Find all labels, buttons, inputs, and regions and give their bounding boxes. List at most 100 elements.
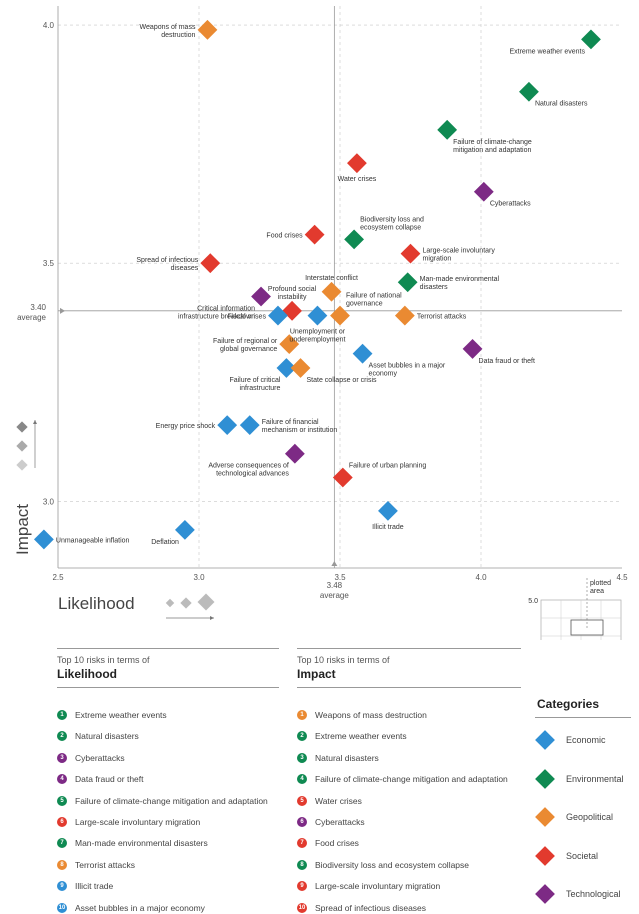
rank-badge: 8: [297, 859, 307, 870]
impact-list: Top 10 risks in terms of Impact 1 Weapons…: [297, 648, 521, 913]
impact-list-item: 8 Biodiversity loss and ecosystem collaps…: [297, 859, 470, 870]
risk-point: [304, 224, 325, 245]
risk-label: Critical information infrastructure break…: [178, 306, 255, 321]
likelihood-scale-diamond: [165, 598, 175, 608]
risk-point: [279, 334, 300, 355]
risk-point: [473, 181, 494, 202]
axes: 2.5 3.0 3.5 4.0 4.53.03.54.03.48average3.40a…: [13, 6, 628, 620]
y-average-marker: [60, 307, 65, 314]
likelihood-list-item: 5 Failure of climate-change mitigation an…: [57, 795, 268, 806]
inset-ymax: 5.0: [528, 598, 538, 605]
impact-list-item: 6 Cyberattacks: [297, 817, 365, 827]
likelihood-list-item: 4 Data fraud or theft: [57, 774, 144, 785]
risk-label: Extreme weather events: [509, 48, 585, 55]
risk-point: [581, 29, 601, 50]
category-legend-item: Technological: [535, 884, 621, 904]
category-swatch: [535, 807, 555, 827]
category-swatch: [535, 768, 555, 789]
rank-badge: 7: [297, 838, 307, 849]
risk-point: [34, 529, 54, 550]
x-tick-label: 3.5: [334, 573, 346, 582]
impact-list-subtitle: Top 10 risks in terms of: [297, 655, 390, 665]
list-item-label: Weapons of mass destruction: [315, 710, 427, 720]
likelihood-scale-diamond: [197, 593, 215, 611]
category-legend-item: Environmental: [535, 768, 624, 789]
x-tick-label: 3.0: [193, 573, 205, 582]
impact-scale-diamond: [16, 459, 28, 471]
likelihood-list-subtitle: Top 10 risks in terms of: [57, 655, 150, 665]
risk-label: Illicit trade: [372, 524, 404, 531]
list-item-label: Failure of climate-change mitigation and…: [315, 774, 508, 785]
risk-label: Deflation: [151, 539, 179, 546]
category-legend-item: Geopolitical: [535, 807, 613, 827]
category-legend-item: Societal: [535, 845, 599, 866]
list-item-label: Terrorist attacks: [75, 859, 135, 870]
rank-badge: 4: [297, 774, 307, 785]
likelihood-list-item: 8 Terrorist attacks: [57, 859, 135, 870]
category-swatch: [535, 730, 555, 750]
risk-label: Interstate conflict: [305, 275, 358, 282]
risk-point: [330, 305, 350, 326]
rank-badge: 7: [57, 838, 67, 849]
risk-label: Weapons of mass destruction: [140, 24, 196, 39]
risk-label: Man-made environmental disasters: [420, 276, 500, 291]
likelihood-list-title: Likelihood: [57, 667, 117, 681]
list-item-label: Failure of climate-change mitigation and…: [75, 795, 268, 806]
list-item-label: Large-scale involuntary migration: [75, 817, 201, 827]
likelihood-scale-diamond: [180, 597, 192, 609]
category-label: Societal: [566, 850, 599, 861]
risk-point: [347, 153, 367, 174]
risk-point: [175, 519, 195, 540]
x-axis-title: Likelihood: [58, 594, 135, 613]
list-item-label: Biodiversity loss and ecosystem collapse: [315, 859, 470, 870]
impact-list-title: Impact: [297, 667, 336, 681]
category-label: Environmental: [566, 773, 624, 784]
impact-list-item: 4 Failure of climate-change mitigation an…: [297, 774, 508, 785]
likelihood-list-item: 6 Large-scale involuntary migration: [57, 817, 200, 827]
rank-badge: 6: [57, 817, 67, 827]
risk-label: Energy price shock: [156, 423, 216, 430]
list-item-label: Natural disasters: [315, 752, 379, 763]
categories-title: Categories: [537, 697, 600, 711]
risk-point: [344, 229, 364, 250]
y-tick-label: 3.0: [43, 497, 55, 506]
risk-point: [284, 443, 305, 464]
risk-point: [307, 305, 328, 326]
list-item-label: Illicit trade: [75, 881, 114, 892]
x-average-label: average: [320, 591, 349, 600]
impact-arrow-head: [33, 420, 37, 424]
x-tick-label: 4.5: [616, 573, 628, 582]
likelihood-arrow-head: [210, 616, 214, 620]
risk-point: [321, 281, 342, 302]
x-tick-label: 4.0: [475, 573, 487, 582]
risk-label: Cyberattacks: [490, 201, 531, 208]
risk-label: Profound social instability: [268, 286, 317, 301]
list-item-label: Cyberattacks: [315, 817, 365, 827]
risk-point: [400, 243, 421, 264]
x-average-marker: [331, 561, 338, 566]
categories-divider: [535, 717, 631, 718]
list-item-label: Cyberattacks: [75, 752, 125, 763]
rank-badge: 5: [297, 795, 307, 806]
inset-title: plotted: [590, 580, 611, 587]
risk-point: [239, 415, 260, 436]
rank-badge: 10: [57, 902, 67, 913]
risk-label: Failure of regional or global governance: [213, 338, 278, 353]
rank-badge: 3: [57, 752, 67, 763]
risk-label: Failure of climate-change mitigation and …: [453, 139, 532, 154]
rank-badge: 8: [57, 859, 67, 870]
risk-label: Unemployment or underemployment: [289, 329, 345, 344]
risk-label: Asset bubbles in a major economy: [369, 363, 446, 378]
category-label: Economic: [566, 735, 606, 745]
risk-label: Large-scale involuntary migration: [423, 248, 496, 263]
impact-list-item: 5 Water crises: [297, 795, 362, 806]
rank-badge: 2: [297, 731, 307, 742]
risk-point: [378, 500, 398, 521]
category-swatch: [535, 884, 555, 904]
risk-label: Terrorist attacks: [417, 314, 467, 321]
risk-label: Failure of national governance: [346, 293, 402, 308]
risk-label: Failure of financial mechanism or institu…: [262, 419, 338, 434]
x-average-value: 3.48: [327, 581, 343, 590]
inset-title-2: area: [590, 588, 604, 595]
